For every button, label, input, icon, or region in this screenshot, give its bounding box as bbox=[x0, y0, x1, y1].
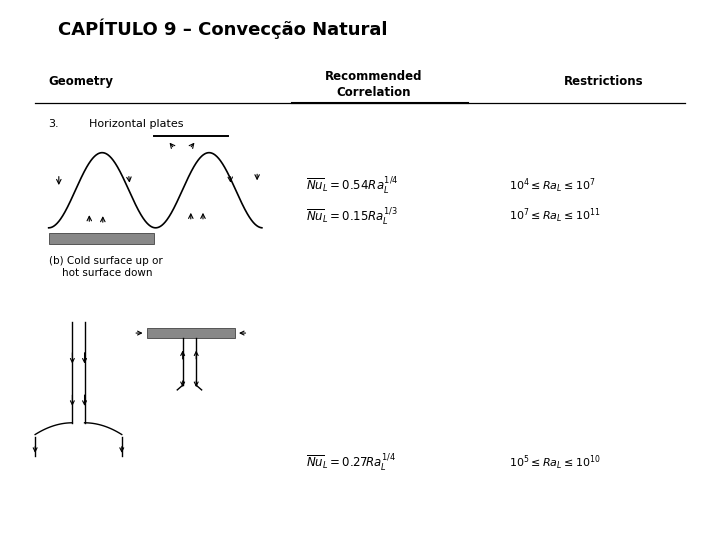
Text: $10^4 \leq Ra_L \leq 10^7$: $10^4 \leq Ra_L \leq 10^7$ bbox=[509, 177, 595, 195]
Text: $\overline{Nu}_L = 0.27Ra_L^{1/4}$: $\overline{Nu}_L = 0.27Ra_L^{1/4}$ bbox=[306, 453, 396, 473]
Text: Geometry: Geometry bbox=[49, 75, 114, 88]
Bar bbox=[49, 233, 153, 244]
Bar bbox=[147, 328, 235, 338]
Text: Restrictions: Restrictions bbox=[564, 75, 644, 88]
Text: $\overline{Nu}_L = 0.54Ra_L^{1/4}$: $\overline{Nu}_L = 0.54Ra_L^{1/4}$ bbox=[306, 175, 398, 196]
Text: $10^7 \leq Ra_L \leq 10^{11}$: $10^7 \leq Ra_L \leq 10^{11}$ bbox=[509, 207, 600, 225]
Text: $\overline{Nu}_L = 0.15Ra_L^{1/3}$: $\overline{Nu}_L = 0.15Ra_L^{1/3}$ bbox=[306, 206, 397, 226]
Text: Recommended
Correlation: Recommended Correlation bbox=[325, 70, 423, 99]
Text: Horizontal plates: Horizontal plates bbox=[89, 119, 184, 129]
Text: $10^5 \leq Ra_L \leq 10^{10}$: $10^5 \leq Ra_L \leq 10^{10}$ bbox=[509, 454, 600, 472]
Text: CAPÍTULO 9 – Convecção Natural: CAPÍTULO 9 – Convecção Natural bbox=[58, 19, 387, 39]
Text: (b) Cold surface up or
    hot surface down: (b) Cold surface up or hot surface down bbox=[49, 256, 163, 278]
Text: 3.: 3. bbox=[49, 119, 59, 129]
